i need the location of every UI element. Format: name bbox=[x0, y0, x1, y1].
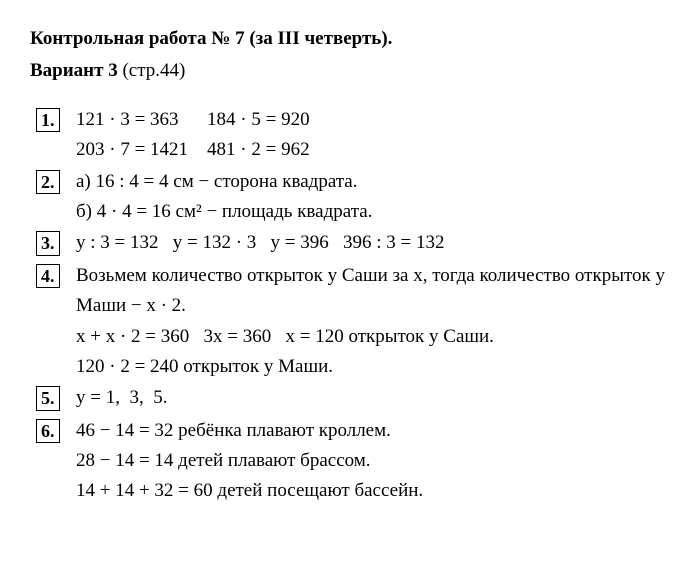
problem-content: а) 16 : 4 = 4 см − сторона квадрата. б) … bbox=[76, 167, 672, 228]
text-line: б) 4 · 4 = 16 см² − площадь квадрата. bbox=[76, 197, 672, 227]
text-line: 28 − 14 = 14 детей плавают брассом. bbox=[76, 446, 672, 476]
problem-number-col: 4. bbox=[30, 261, 76, 292]
page-title: Контрольная работа № 7 (за III четверть)… bbox=[30, 24, 672, 54]
text-line: Возьмем количество открыток у Саши за x,… bbox=[76, 261, 672, 322]
problem-number-col: 5. bbox=[30, 383, 76, 414]
text-line: 14 + 14 + 32 = 60 детей посещают бассейн… bbox=[76, 476, 672, 506]
text-line: а) 16 : 4 = 4 см − сторона квадрата. bbox=[76, 167, 672, 197]
text-line: y : 3 = 132 y = 132 · 3 y = 396 396 : 3 … bbox=[76, 228, 672, 258]
problem-5: 5. y = 1, 3, 5. bbox=[30, 383, 672, 414]
problem-6: 6. 46 − 14 = 32 ребёнка плавают кроллем.… bbox=[30, 416, 672, 507]
problem-number: 3. bbox=[36, 231, 60, 256]
text-line: 46 − 14 = 32 ребёнка плавают кроллем. bbox=[76, 416, 672, 446]
problem-content: y : 3 = 132 y = 132 · 3 y = 396 396 : 3 … bbox=[76, 228, 672, 258]
problem-number-col: 2. bbox=[30, 167, 76, 198]
problem-number: 5. bbox=[36, 386, 60, 411]
problem-content: 46 − 14 = 32 ребёнка плавают кроллем. 28… bbox=[76, 416, 672, 507]
problem-3: 3. y : 3 = 132 y = 132 · 3 y = 396 396 :… bbox=[30, 228, 672, 259]
text-line: y = 1, 3, 5. bbox=[76, 383, 672, 413]
problem-4: 4. Возьмем количество открыток у Саши за… bbox=[30, 261, 672, 383]
worksheet-page: Контрольная работа № 7 (за III четверть)… bbox=[0, 0, 700, 572]
problem-number: 1. bbox=[36, 108, 60, 133]
problem-number-col: 6. bbox=[30, 416, 76, 447]
problem-number-col: 3. bbox=[30, 228, 76, 259]
problem-number-col: 1. bbox=[30, 105, 76, 136]
variant-page: (стр.44) bbox=[118, 60, 186, 81]
problem-number: 6. bbox=[36, 419, 60, 444]
variant-label: Вариант 3 bbox=[30, 60, 118, 81]
text-line: 121 · 3 = 363 184 · 5 = 920 bbox=[76, 105, 672, 135]
text-line: 120 · 2 = 240 открыток у Маши. bbox=[76, 352, 672, 382]
problem-content: y = 1, 3, 5. bbox=[76, 383, 672, 413]
text-line: 203 · 7 = 1421 481 · 2 = 962 bbox=[76, 135, 672, 165]
problem-2: 2. а) 16 : 4 = 4 см − сторона квадрата. … bbox=[30, 167, 672, 228]
problem-number: 2. bbox=[36, 170, 60, 195]
text-line: x + x · 2 = 360 3x = 360 x = 120 открыто… bbox=[76, 322, 672, 352]
problem-number: 4. bbox=[36, 264, 60, 289]
problem-content: 121 · 3 = 363 184 · 5 = 920 203 · 7 = 14… bbox=[76, 105, 672, 166]
page-subtitle: Вариант 3 (стр.44) bbox=[30, 56, 672, 86]
problem-content: Возьмем количество открыток у Саши за x,… bbox=[76, 261, 672, 383]
problem-1: 1. 121 · 3 = 363 184 · 5 = 920 203 · 7 =… bbox=[30, 105, 672, 166]
